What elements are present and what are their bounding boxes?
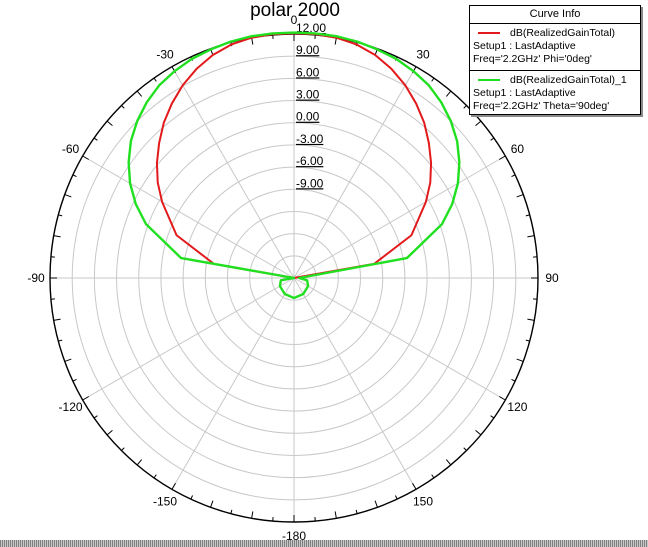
boundary-tick — [527, 318, 535, 321]
boundary-tick — [251, 37, 254, 45]
legend-setup: Setup1 : LastAdaptive — [473, 87, 576, 99]
chart-title: polar 2000 — [250, 0, 340, 21]
legend-freq: Freq='2.2GHz' Phi='0deg' — [473, 53, 592, 65]
angle-tick-label: 0 — [291, 13, 298, 27]
boundary-tick — [445, 459, 452, 466]
angle-tick-label: -90 — [27, 271, 45, 285]
radial-tick-label: 6.00 — [296, 65, 320, 79]
boundary-tick — [53, 235, 61, 238]
angle-tick-label: 30 — [416, 48, 430, 62]
angle-tick-label: -150 — [153, 494, 177, 508]
boundary-tick — [190, 495, 194, 500]
angle-tick-label: 60 — [511, 142, 525, 156]
boundary-tick — [72, 378, 77, 382]
boundary-tick — [210, 500, 214, 508]
grid-spoke — [171, 277, 295, 490]
boundary-tick — [106, 429, 113, 436]
boundary-tick — [525, 339, 530, 342]
boundary-tick — [53, 318, 61, 321]
radial-tick-label: 0.00 — [296, 110, 320, 124]
boundary-tick — [374, 500, 378, 508]
status-strip — [0, 540, 648, 547]
boundary-tick — [106, 120, 113, 127]
boundary-tick — [72, 174, 77, 178]
boundary-tick — [334, 37, 337, 45]
boundary-tick — [445, 90, 452, 97]
boundary-tick — [490, 137, 495, 141]
legend-freq: Freq='2.2GHz' Theta='90deg' — [473, 100, 610, 112]
boundary-tick — [230, 509, 233, 514]
grid-spoke — [293, 66, 417, 279]
boundary-tick — [82, 155, 90, 160]
legend-series-name: dB(RealizedGainTotal) — [510, 27, 616, 39]
radial-tick-label: -6.00 — [296, 154, 324, 168]
boundary-tick — [475, 429, 482, 436]
boundary-tick — [463, 447, 467, 451]
boundary-tick — [355, 509, 358, 514]
grid-spoke — [293, 277, 506, 401]
boundary-tick — [525, 214, 530, 217]
grid-spoke — [82, 155, 295, 279]
grid-spoke — [293, 155, 506, 279]
boundary-tick — [475, 120, 482, 127]
boundary-tick — [412, 482, 417, 490]
boundary-tick — [64, 194, 72, 198]
boundary-tick — [498, 155, 506, 160]
angle-tick-label: -60 — [62, 142, 80, 156]
grid-spoke — [293, 277, 417, 490]
boundary-tick — [136, 90, 143, 97]
boundary-tick — [498, 396, 506, 401]
boundary-tick — [511, 174, 516, 178]
boundary-tick — [511, 378, 516, 382]
boundary-tick — [153, 77, 157, 82]
boundary-tick — [136, 459, 143, 466]
radial-tick-label: -3.00 — [296, 132, 324, 146]
boundary-tick — [121, 105, 125, 109]
boundary-tick — [121, 447, 125, 451]
boundary-tick — [82, 396, 90, 401]
boundary-tick — [431, 77, 435, 82]
boundary-tick — [334, 511, 337, 519]
boundary-tick — [527, 235, 535, 238]
boundary-tick — [171, 482, 176, 490]
radial-tick-label: 3.00 — [296, 88, 320, 102]
boundary-tick — [431, 474, 435, 479]
legend-title: Curve Info — [470, 6, 640, 24]
angle-tick-label: 90 — [545, 271, 559, 285]
angle-tick-label: 150 — [413, 494, 433, 508]
boundary-tick — [93, 415, 98, 419]
legend-swatch-red — [478, 32, 500, 34]
grid-spoke — [171, 66, 295, 279]
radial-tick-label: 9.00 — [296, 43, 320, 57]
angle-tick-label: -30 — [156, 48, 174, 62]
boundary-tick — [394, 495, 398, 500]
boundary-tick — [64, 358, 72, 362]
legend: Curve Info dB(RealizedGainTotal) Setup1 … — [469, 5, 641, 115]
angle-tick-label: -120 — [59, 400, 83, 414]
legend-entry-green: dB(RealizedGainTotal)_1 Setup1 : LastAda… — [470, 70, 640, 117]
legend-series-name: dB(RealizedGainTotal)_1 — [510, 74, 627, 86]
boundary-tick — [93, 137, 98, 141]
boundary-tick — [516, 194, 524, 198]
boundary-tick — [516, 358, 524, 362]
boundary-tick — [58, 339, 63, 342]
legend-swatch-green — [478, 79, 500, 81]
boundary-tick — [58, 214, 63, 217]
radial-tick-label: -9.00 — [296, 176, 324, 190]
boundary-tick — [463, 105, 467, 109]
boundary-tick — [490, 415, 495, 419]
angle-tick-label: -180 — [282, 529, 306, 543]
boundary-tick — [153, 474, 157, 479]
grid-spoke — [82, 277, 295, 401]
legend-setup: Setup1 : LastAdaptive — [473, 40, 576, 52]
series-line-green — [127, 31, 461, 300]
angle-tick-label: 120 — [507, 400, 527, 414]
radial-tick-label: 12.00 — [296, 21, 326, 35]
legend-entry-red: dB(RealizedGainTotal) Setup1 : LastAdapt… — [470, 24, 640, 70]
boundary-tick — [251, 511, 254, 519]
